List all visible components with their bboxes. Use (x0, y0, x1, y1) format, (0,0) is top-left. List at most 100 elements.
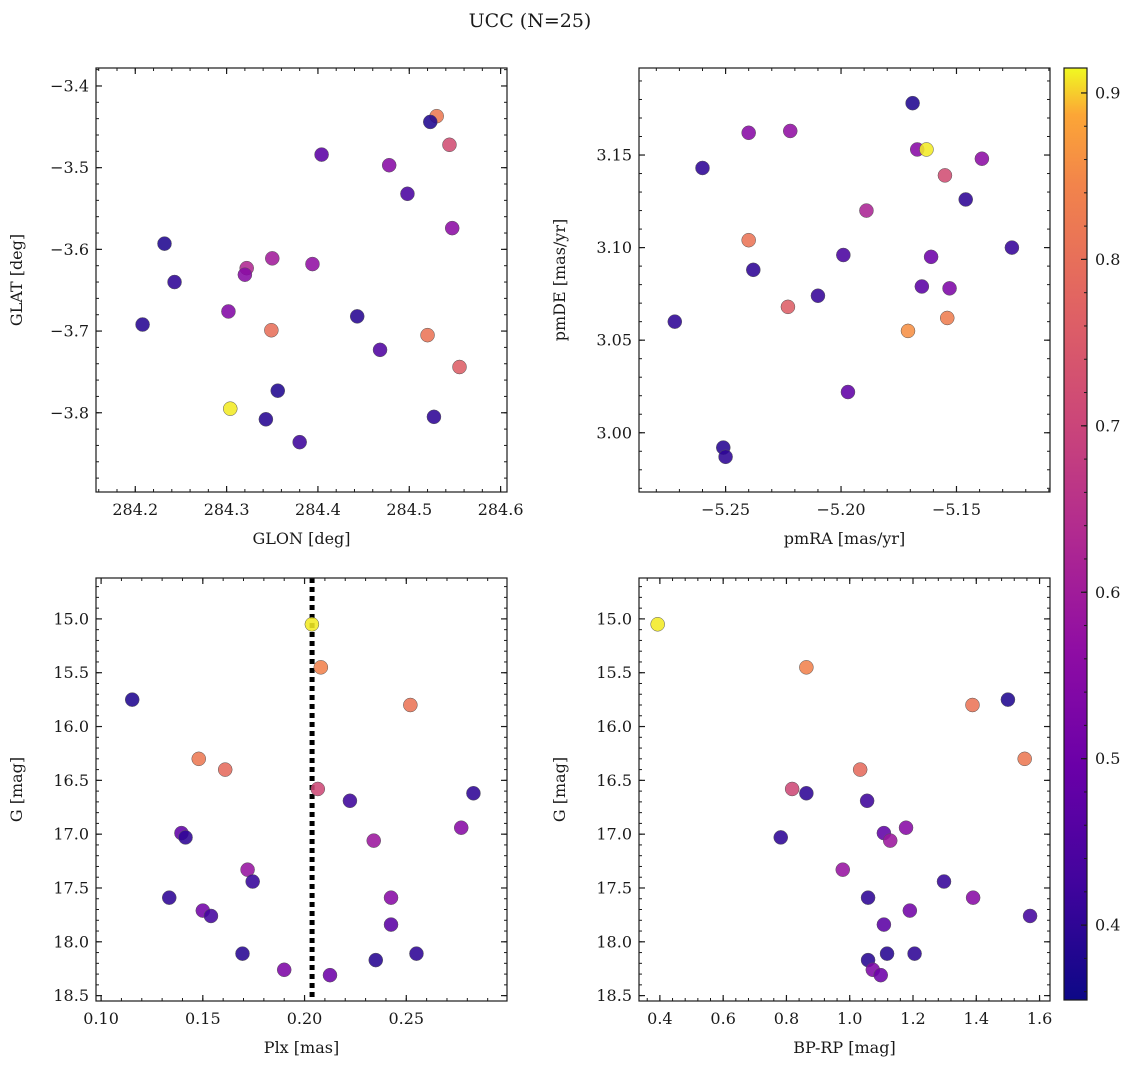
x-tick-label: −5.20 (817, 500, 866, 519)
data-point (313, 660, 329, 675)
data-point (372, 342, 388, 358)
x-tick-label: 1.0 (837, 1009, 862, 1028)
y-tick-label: 15.5 (596, 663, 632, 682)
y-tick-label: −3.7 (50, 322, 89, 341)
y-tick-label: 17.5 (53, 878, 89, 897)
data-point (444, 220, 460, 236)
y-tick-label: 16.5 (596, 771, 632, 790)
y-tick-label: 18.5 (53, 986, 89, 1005)
x-tick-label: 0.6 (710, 1009, 735, 1028)
y-tick-label: 17.0 (53, 825, 89, 844)
data-point (203, 908, 219, 924)
y-tick-label: 3.00 (596, 423, 632, 442)
data-point (383, 917, 399, 932)
x-tick-label: 1.6 (1027, 1009, 1052, 1028)
panel-glon-glat: 284.2 284.3 284.4 284.5 284.6 −3.8 −3.7 −3.6 −3.… (7, 67, 524, 548)
data-point (1017, 751, 1032, 767)
y-tick-label: 18.0 (596, 932, 632, 951)
axes-frame (95, 67, 508, 493)
axes-frame (95, 577, 508, 1002)
colorbar-tick-label: 0.4 (1095, 916, 1120, 935)
data-point (265, 251, 280, 266)
data-point (167, 274, 182, 290)
data-point (217, 762, 233, 777)
data-point (270, 383, 286, 398)
colorbar-tick-label: 0.9 (1095, 83, 1120, 102)
data-point (773, 830, 788, 845)
minor-ticks (639, 68, 1050, 492)
panel-plx-g: 0.10 0.15 0.20 0.25 15.0 15.5 16.0 16.5 17.0 17.5… (7, 577, 508, 1057)
colorbar-tick-label: 0.5 (1095, 749, 1120, 768)
colorbar-tick-label: 0.7 (1095, 416, 1120, 435)
colorbar-tick-label: 0.6 (1095, 583, 1120, 602)
data-point (907, 946, 922, 961)
y-axis-label: G [mag] (7, 757, 26, 822)
axes-frame (638, 67, 1051, 493)
x-tick-label: 0.20 (287, 1009, 323, 1028)
y-tick-label: 15.0 (53, 609, 89, 628)
x-tick-label: 0.4 (647, 1009, 672, 1028)
data-point (1000, 692, 1016, 707)
data-point (403, 697, 418, 713)
data-point (305, 256, 320, 272)
y-tick-label: −3.8 (50, 403, 89, 422)
x-tick-label: 284.5 (386, 500, 432, 519)
data-point (650, 617, 665, 632)
x-tick-label: 0.8 (774, 1009, 799, 1028)
data-point (905, 95, 920, 111)
data-point (923, 249, 939, 265)
colorbar-tick-label: 0.8 (1095, 250, 1120, 269)
data-point (409, 946, 424, 961)
y-tick-label: 18.5 (596, 986, 632, 1005)
data-point (304, 617, 320, 632)
data-point (442, 137, 457, 153)
minor-ticks (639, 578, 1050, 1001)
data-point (900, 323, 916, 339)
y-tick-label: 16.0 (53, 717, 89, 736)
data-point (161, 890, 177, 905)
data-point (746, 262, 761, 278)
data-point (940, 310, 955, 326)
x-tick-label: 284.3 (204, 500, 250, 519)
data-point (322, 967, 338, 983)
scatter-points (124, 617, 481, 983)
data-point (695, 160, 710, 176)
data-point (780, 299, 796, 315)
data-point (902, 903, 918, 918)
y-tick-label: −3.6 (50, 240, 89, 259)
data-point (178, 830, 193, 845)
data-point (426, 409, 442, 425)
data-point (741, 125, 756, 141)
y-tick-label: 18.0 (53, 932, 89, 951)
data-point (836, 247, 851, 263)
minor-ticks (96, 578, 507, 1001)
data-point (383, 890, 399, 905)
data-point (784, 781, 800, 797)
data-point (124, 692, 140, 707)
y-tick-label: 3.05 (596, 331, 632, 350)
data-point (349, 309, 365, 324)
y-axis-label: GLAT [deg] (7, 234, 26, 326)
data-point (835, 862, 851, 877)
data-point (381, 157, 397, 173)
data-point (276, 962, 292, 978)
data-point (914, 279, 930, 294)
data-point (258, 412, 274, 427)
data-point (799, 786, 814, 801)
data-point (810, 288, 826, 303)
colorbar: 0.4 0.5 0.6 0.7 0.8 0.9 (1063, 67, 1120, 1001)
data-point (965, 697, 980, 713)
data-point (1004, 240, 1020, 255)
data-point (314, 147, 329, 162)
data-point (919, 142, 934, 157)
data-point (191, 751, 206, 767)
data-point (799, 660, 814, 675)
x-tick-label: 284.4 (295, 500, 341, 519)
data-point (840, 384, 856, 400)
x-tick-label: 1.4 (964, 1009, 989, 1028)
y-tick-label: 3.10 (596, 238, 632, 257)
data-point (245, 874, 260, 889)
x-axis-label: GLON [deg] (252, 529, 350, 548)
data-point (466, 786, 481, 801)
